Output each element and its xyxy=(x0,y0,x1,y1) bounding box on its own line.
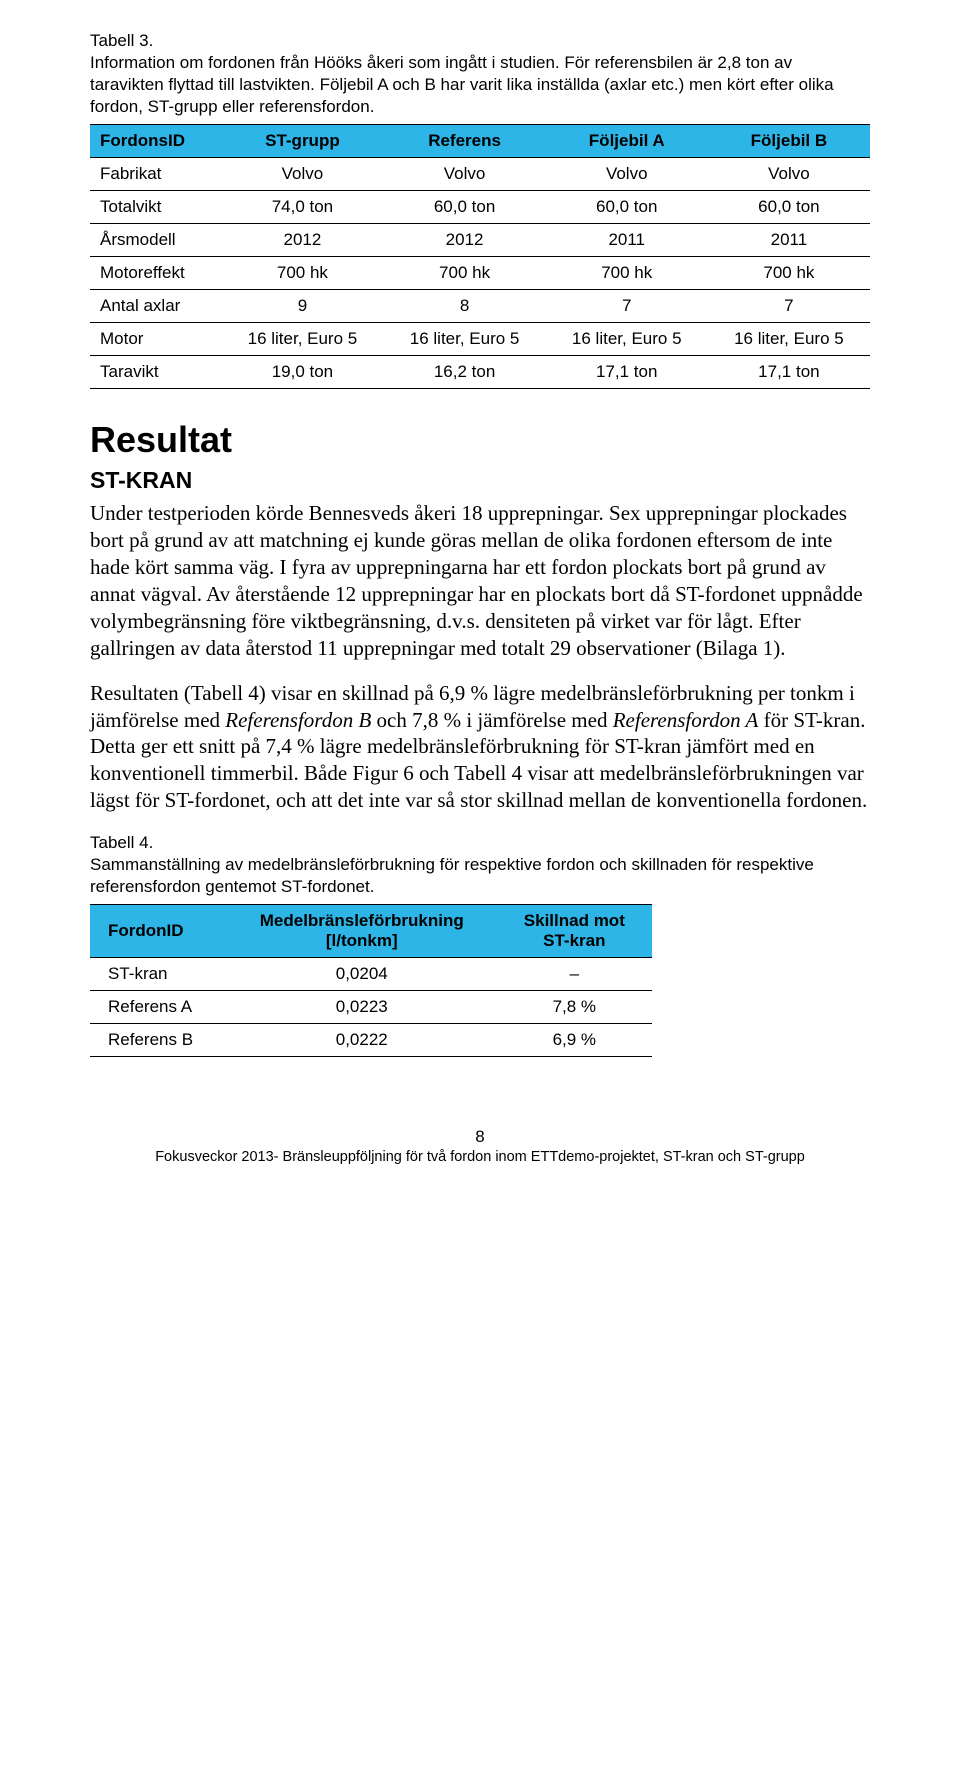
table-row: Antal axlar9877 xyxy=(90,290,870,323)
table4-caption: Tabell 4. Sammanställning av medelbränsl… xyxy=(90,832,870,898)
table-cell: ST-kran xyxy=(90,958,226,991)
text-run: Referensfordon B xyxy=(225,708,371,732)
table-cell: 7 xyxy=(546,290,708,323)
table-cell: Fabrikat xyxy=(90,158,221,191)
table-cell: 16 liter, Euro 5 xyxy=(221,323,383,356)
table-cell: 2011 xyxy=(546,224,708,257)
table-row: Taravikt19,0 ton16,2 ton17,1 ton17,1 ton xyxy=(90,356,870,389)
table-row: Årsmodell2012201220112011 xyxy=(90,224,870,257)
table-row: Motor16 liter, Euro 516 liter, Euro 516 … xyxy=(90,323,870,356)
table4-col: Skillnad motST-kran xyxy=(497,905,652,958)
table-cell: 0,0223 xyxy=(226,991,497,1024)
heading-stkran: ST-KRAN xyxy=(90,467,870,494)
body-paragraph-1: Under testperioden körde Bennesveds åker… xyxy=(90,500,870,661)
table4-head: FordonIDMedelbränsleförbrukning[l/tonkm]… xyxy=(90,905,652,958)
table-cell: 6,9 % xyxy=(497,1024,652,1057)
table-cell: 16 liter, Euro 5 xyxy=(708,323,870,356)
footer-line: Fokusveckor 2013- Bränsleuppföljning för… xyxy=(90,1149,870,1165)
heading-resultat: Resultat xyxy=(90,419,870,461)
table-cell: Motoreffekt xyxy=(90,257,221,290)
table-cell: 2012 xyxy=(221,224,383,257)
text-run: Referensfordon A xyxy=(613,708,759,732)
table-cell: 9 xyxy=(221,290,383,323)
table3-col: Följebil B xyxy=(708,125,870,158)
table-cell: 8 xyxy=(384,290,546,323)
table-cell: Volvo xyxy=(384,158,546,191)
text-run: Under testperioden körde Bennesveds åker… xyxy=(90,501,863,659)
table-row: Motoreffekt700 hk700 hk700 hk700 hk xyxy=(90,257,870,290)
table4: FordonIDMedelbränsleförbrukning[l/tonkm]… xyxy=(90,904,652,1057)
table4-body: ST-kran0,0204–Referens A0,02237,8 %Refer… xyxy=(90,958,652,1057)
text-run: och 7,8 % i jämförelse med xyxy=(371,708,612,732)
table4-col: FordonID xyxy=(90,905,226,958)
table3-col: ST-grupp xyxy=(221,125,383,158)
table-cell: 74,0 ton xyxy=(221,191,383,224)
table3-caption-l1: Tabell 3. xyxy=(90,31,153,50)
table3-col: Följebil A xyxy=(546,125,708,158)
table-cell: Volvo xyxy=(546,158,708,191)
table-cell: 17,1 ton xyxy=(708,356,870,389)
table-cell: Referens A xyxy=(90,991,226,1024)
table3-caption-l2: Information om fordonen från Hööks åkeri… xyxy=(90,53,834,116)
table-cell: 60,0 ton xyxy=(708,191,870,224)
table-row: Referens B0,02226,9 % xyxy=(90,1024,652,1057)
table-cell: 700 hk xyxy=(384,257,546,290)
table-cell: 7 xyxy=(708,290,870,323)
table-row: FabrikatVolvoVolvoVolvoVolvo xyxy=(90,158,870,191)
table3-col: Referens xyxy=(384,125,546,158)
table-cell: Antal axlar xyxy=(90,290,221,323)
table-cell: 700 hk xyxy=(708,257,870,290)
table-cell: 2012 xyxy=(384,224,546,257)
table3-head: FordonsIDST-gruppReferensFöljebil AFölje… xyxy=(90,125,870,158)
table-cell: Volvo xyxy=(221,158,383,191)
table4-caption-l1: Tabell 4. xyxy=(90,833,153,852)
page-footer: 8 Fokusveckor 2013- Bränsleuppföljning f… xyxy=(90,1127,870,1165)
table-cell: Totalvikt xyxy=(90,191,221,224)
table4-caption-l2: Sammanställning av medelbränsleförbrukni… xyxy=(90,855,814,896)
table3-col: FordonsID xyxy=(90,125,221,158)
table-cell: 700 hk xyxy=(221,257,383,290)
table3: FordonsIDST-gruppReferensFöljebil AFölje… xyxy=(90,124,870,389)
table-cell: 0,0222 xyxy=(226,1024,497,1057)
table-cell: – xyxy=(497,958,652,991)
table-cell: 16,2 ton xyxy=(384,356,546,389)
table-cell: 7,8 % xyxy=(497,991,652,1024)
page-number: 8 xyxy=(90,1127,870,1147)
table4-col: Medelbränsleförbrukning[l/tonkm] xyxy=(226,905,497,958)
table-cell: 16 liter, Euro 5 xyxy=(546,323,708,356)
table-cell: 17,1 ton xyxy=(546,356,708,389)
table-cell: Taravikt xyxy=(90,356,221,389)
table-cell: 2011 xyxy=(708,224,870,257)
table3-body: FabrikatVolvoVolvoVolvoVolvoTotalvikt74,… xyxy=(90,158,870,389)
table-row: ST-kran0,0204– xyxy=(90,958,652,991)
table-cell: Volvo xyxy=(708,158,870,191)
body-paragraph-2: Resultaten (Tabell 4) visar en skillnad … xyxy=(90,680,870,814)
table-cell: 60,0 ton xyxy=(546,191,708,224)
table-row: Totalvikt74,0 ton60,0 ton60,0 ton60,0 to… xyxy=(90,191,870,224)
table3-caption: Tabell 3. Information om fordonen från H… xyxy=(90,30,870,118)
table-cell: 16 liter, Euro 5 xyxy=(384,323,546,356)
table-cell: 0,0204 xyxy=(226,958,497,991)
table-cell: Årsmodell xyxy=(90,224,221,257)
table-cell: Referens B xyxy=(90,1024,226,1057)
table-cell: 60,0 ton xyxy=(384,191,546,224)
table-cell: Motor xyxy=(90,323,221,356)
table-row: Referens A0,02237,8 % xyxy=(90,991,652,1024)
table-cell: 700 hk xyxy=(546,257,708,290)
table-cell: 19,0 ton xyxy=(221,356,383,389)
